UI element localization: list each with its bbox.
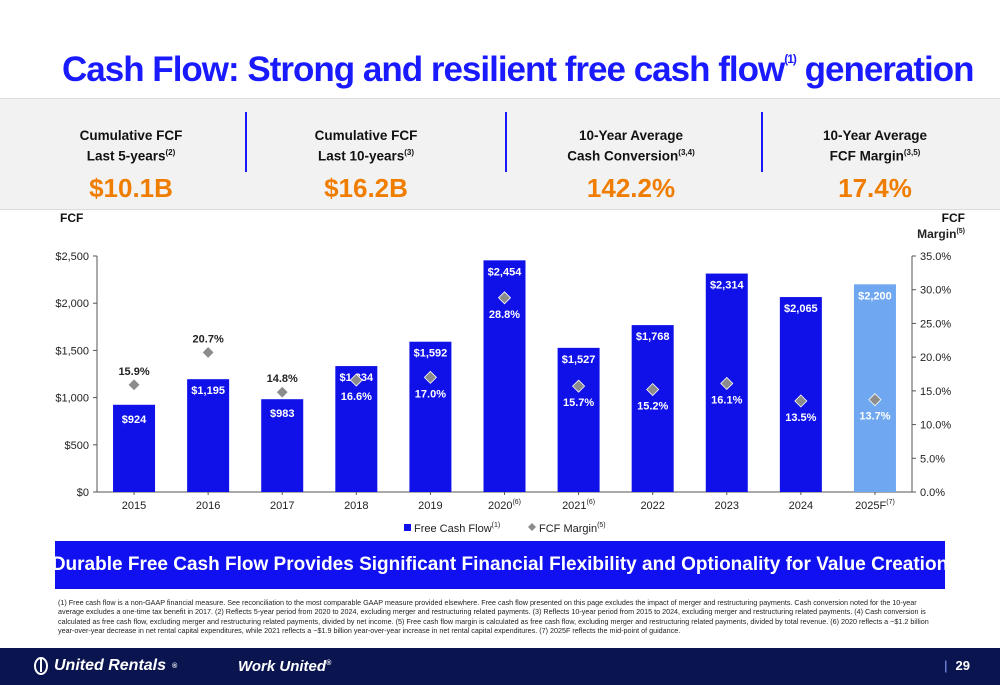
y-tick-label: $1,500 bbox=[55, 345, 89, 357]
fcf-bar-label: $1,527 bbox=[562, 354, 596, 366]
fcf-margin-marker bbox=[127, 378, 141, 392]
y2-tick-label: 15.0% bbox=[920, 386, 951, 398]
fcf-margin-marker bbox=[201, 345, 215, 359]
fcf-margin-marker bbox=[720, 376, 734, 391]
fcf-bar-label: $1,592 bbox=[414, 348, 448, 360]
metric-value: 142.2% bbox=[586, 173, 676, 203]
fcf-bar bbox=[335, 366, 378, 492]
fcf-margin-label: 17.0% bbox=[415, 388, 446, 400]
x-tick-label: 2024 bbox=[789, 500, 813, 512]
fcf-margin-label: 28.8% bbox=[489, 309, 520, 321]
fcf-margin-marker bbox=[868, 393, 882, 407]
fcf-chart: $0 $500 $1,000 $1,500 $2,000 $2,500 0.0% 5.0% 10… bbox=[55, 211, 965, 535]
metric-divider bbox=[505, 112, 507, 172]
fcf-bar bbox=[853, 284, 896, 492]
summary-banner: Durable Free Cash Flow Provides Signific… bbox=[52, 541, 948, 589]
tagline: Work United® bbox=[238, 658, 332, 675]
logo-icon bbox=[34, 657, 48, 675]
metric-divider bbox=[761, 112, 763, 172]
fcf-bar-label: $2,454 bbox=[488, 266, 523, 278]
x-tick-label: 2019 bbox=[418, 500, 442, 512]
fcf-bar-label: $1,195 bbox=[191, 385, 225, 397]
y2-tick-label: 20.0% bbox=[920, 352, 951, 364]
x-tick-label: 2025F(7) bbox=[855, 499, 895, 512]
y2-tick-label: 25.0% bbox=[920, 318, 951, 330]
y2-axis-title-line2: Margin(5) bbox=[917, 227, 965, 241]
page-number: | 29 bbox=[944, 658, 970, 673]
metric-cash-conversion: 10-Year Average Cash Conversion(3,4) 142.… bbox=[506, 99, 756, 209]
fcf-margin-label: 16.1% bbox=[711, 394, 742, 406]
x-tick-label: 2021(6) bbox=[562, 499, 595, 512]
metrics-strip: Cumulative FCF Last 5-years(2) $10.1B Cum… bbox=[0, 98, 1000, 210]
y2-tick-label: 30.0% bbox=[920, 285, 951, 297]
legend-fcf-label: Free Cash Flow(1) bbox=[414, 522, 500, 535]
y2-tick-label: 35.0% bbox=[920, 251, 951, 263]
x-tick-label: 2015 bbox=[122, 500, 146, 512]
fcf-margin-marker bbox=[794, 394, 808, 408]
fcf-margin-label: 15.9% bbox=[118, 366, 149, 378]
y-axis-title: FCF bbox=[60, 211, 83, 225]
fcf-bar-label: $2,200 bbox=[858, 290, 892, 302]
fcf-margin-marker bbox=[572, 379, 586, 393]
fcf-bar bbox=[409, 341, 452, 492]
fcf-margin-marker bbox=[275, 385, 289, 399]
fcf-bar-label: $924 bbox=[122, 414, 147, 426]
fcf-margin-marker bbox=[349, 373, 363, 387]
metric-cumulative-fcf-5yr: Cumulative FCF Last 5-years(2) $10.1B bbox=[6, 99, 256, 209]
x-tick-label: 2016 bbox=[196, 500, 220, 512]
fcf-margin-marker bbox=[497, 291, 512, 305]
fcf-bar-label: $983 bbox=[270, 408, 294, 420]
y-tick-label: $1,000 bbox=[55, 393, 89, 405]
footer-bar: United Rentals ® Work United® | 29 bbox=[0, 648, 1000, 685]
fcf-margin-marker bbox=[646, 382, 660, 397]
y-tick-label: $2,500 bbox=[55, 251, 89, 263]
fcf-bar-label: $1,768 bbox=[636, 331, 670, 343]
metric-value: $10.1B bbox=[89, 173, 173, 203]
y2-tick-label: 10.0% bbox=[920, 420, 951, 432]
title-footnote-ref: (1) bbox=[784, 52, 797, 66]
x-tick-label: 2023 bbox=[715, 500, 739, 512]
fcf-margin-label: 20.7% bbox=[193, 333, 224, 345]
fcf-margin-label: 15.7% bbox=[563, 397, 594, 409]
fcf-margin-label: 14.8% bbox=[267, 373, 298, 385]
y-tick-label: $500 bbox=[65, 440, 89, 452]
fcf-bar bbox=[631, 325, 674, 492]
fcf-margin-marker bbox=[423, 370, 437, 384]
metric-divider bbox=[245, 112, 247, 172]
x-tick-label: 2020(6) bbox=[488, 499, 521, 512]
legend-margin-swatch bbox=[528, 523, 536, 531]
x-tick-label: 2022 bbox=[640, 500, 664, 512]
legend-margin-label: FCF Margin(5) bbox=[539, 522, 606, 535]
fcf-margin-label: 13.5% bbox=[785, 412, 816, 424]
united-rentals-logo: United Rentals ® bbox=[34, 657, 177, 675]
x-tick-label: 2017 bbox=[270, 500, 294, 512]
fcf-bar-label: $2,314 bbox=[710, 280, 745, 292]
fcf-bar bbox=[261, 399, 304, 492]
x-tick-label: 2018 bbox=[344, 500, 368, 512]
fcf-bar bbox=[187, 379, 230, 492]
y2-tick-label: 0.0% bbox=[920, 487, 945, 499]
fcf-bar bbox=[557, 347, 600, 492]
metric-cumulative-fcf-10yr: Cumulative FCF Last 10-years(3) $16.2B bbox=[241, 99, 491, 209]
y-tick-label: $2,000 bbox=[55, 298, 89, 310]
fcf-bar-label: $2,065 bbox=[784, 303, 818, 315]
y2-tick-label: 5.0% bbox=[920, 453, 945, 465]
fcf-bar bbox=[113, 404, 156, 492]
page-title: Cash Flow: Strong and resilient free cas… bbox=[62, 50, 975, 89]
legend-fcf-swatch bbox=[404, 524, 411, 531]
metric-value: 17.4% bbox=[838, 173, 912, 203]
fcf-margin-label: 16.6% bbox=[341, 391, 372, 403]
metric-fcf-margin: 10-Year Average FCF Margin(3,5) 17.4% bbox=[750, 99, 1000, 209]
y2-axis-title-line1: FCF bbox=[942, 211, 965, 225]
fcf-margin-label: 13.7% bbox=[859, 411, 890, 423]
metric-value: $16.2B bbox=[324, 173, 408, 203]
y-tick-label: $0 bbox=[77, 487, 89, 499]
footnotes: (1) Free cash flow is a non-GAAP financi… bbox=[58, 598, 929, 635]
fcf-margin-label: 15.2% bbox=[637, 401, 668, 413]
